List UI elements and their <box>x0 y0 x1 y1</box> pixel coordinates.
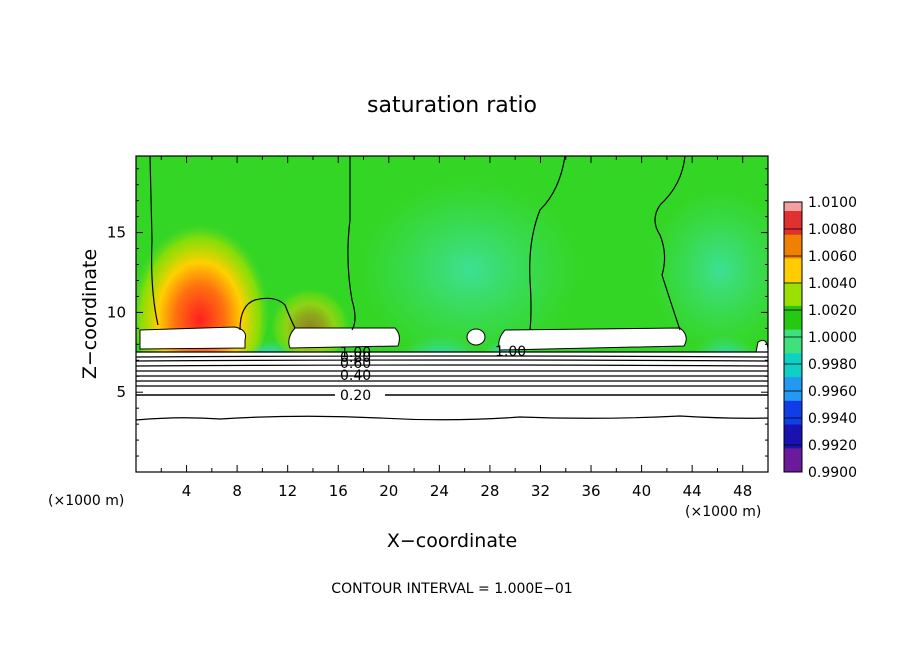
contour-label: 1.00 <box>340 345 371 361</box>
contour-label: 1.00 <box>495 344 526 360</box>
colorbar-label: 0.9960 <box>808 384 857 400</box>
x-tick-label: 32 <box>531 482 550 500</box>
colorbar-segment <box>784 282 802 307</box>
colorbar-segment <box>784 353 802 378</box>
colorbar-segment <box>784 305 802 331</box>
contour-label: 0.60 <box>340 356 371 372</box>
x-tick-label: 36 <box>581 482 600 500</box>
colorbar: 1.0100 1.0080 1.0060 1.0040 1.0020 1.0000 0.99… <box>783 195 857 481</box>
contour-labels: 1.00 0.80 0.60 0.40 0.20 1.00 <box>340 344 526 404</box>
contour-label: 0.40 <box>340 368 371 384</box>
x-tick-label: 12 <box>278 482 297 500</box>
colorbar-label: 1.0060 <box>808 249 857 265</box>
colorbar-label: 1.0100 <box>808 195 857 211</box>
x-tick-label: 4 <box>182 482 192 500</box>
y-axis: 5 10 15 <box>107 168 768 457</box>
x-tick-label: 8 <box>232 482 242 500</box>
heatmap-field <box>136 156 768 472</box>
x-tick-label: 48 <box>733 482 752 500</box>
x-tick-label: 44 <box>683 482 702 500</box>
colorbar-label: 1.0000 <box>808 330 857 346</box>
x-unit-label-right: (×1000 m) <box>685 504 761 520</box>
x-tick-label: 28 <box>480 482 499 500</box>
chart-title: saturation ratio <box>367 93 537 118</box>
colorbar-segment <box>784 448 802 473</box>
colorbar-segment <box>784 424 802 449</box>
colorbar-label: 0.9940 <box>808 411 857 427</box>
colorbar-label: 1.0020 <box>808 303 857 319</box>
contour-lines <box>136 156 768 421</box>
colorbar-segment <box>784 234 802 259</box>
colorbar-segment <box>784 202 802 211</box>
y-tick-label: 5 <box>116 383 126 401</box>
x-axis-label: X−coordinate <box>387 530 517 552</box>
colorbar-label: 1.0040 <box>808 276 857 292</box>
colorbar-segment <box>784 377 802 402</box>
y-axis-label: Z−coordinate <box>79 249 101 379</box>
colorbar-label: 0.9920 <box>808 438 857 454</box>
colorbar-segment <box>784 258 802 283</box>
plot-frame <box>135 155 769 473</box>
x-unit-label: (×1000 m) <box>48 493 124 509</box>
colorbar-segment <box>784 329 802 354</box>
colorbar-segment <box>784 211 802 236</box>
y-tick-label: 15 <box>107 224 126 242</box>
x-tick-label: 24 <box>430 482 449 500</box>
contour-interval-note: CONTOUR INTERVAL = 1.000E−01 <box>331 581 572 597</box>
contour-label: 0.80 <box>340 350 371 366</box>
x-tick-label: 40 <box>632 482 651 500</box>
x-tick-label: 20 <box>379 482 398 500</box>
x-tick-label: 16 <box>329 482 348 500</box>
colorbar-label: 0.9980 <box>808 357 857 373</box>
y-tick-label: 10 <box>107 303 126 321</box>
colorbar-label: 1.0080 <box>808 222 857 238</box>
x-axis: 4 8 12 16 20 24 28 32 36 40 44 48 <box>160 156 752 500</box>
colorbar-segment <box>784 400 802 426</box>
contour-label: 0.20 <box>340 388 371 404</box>
colorbar-label: 0.9900 <box>808 465 857 481</box>
